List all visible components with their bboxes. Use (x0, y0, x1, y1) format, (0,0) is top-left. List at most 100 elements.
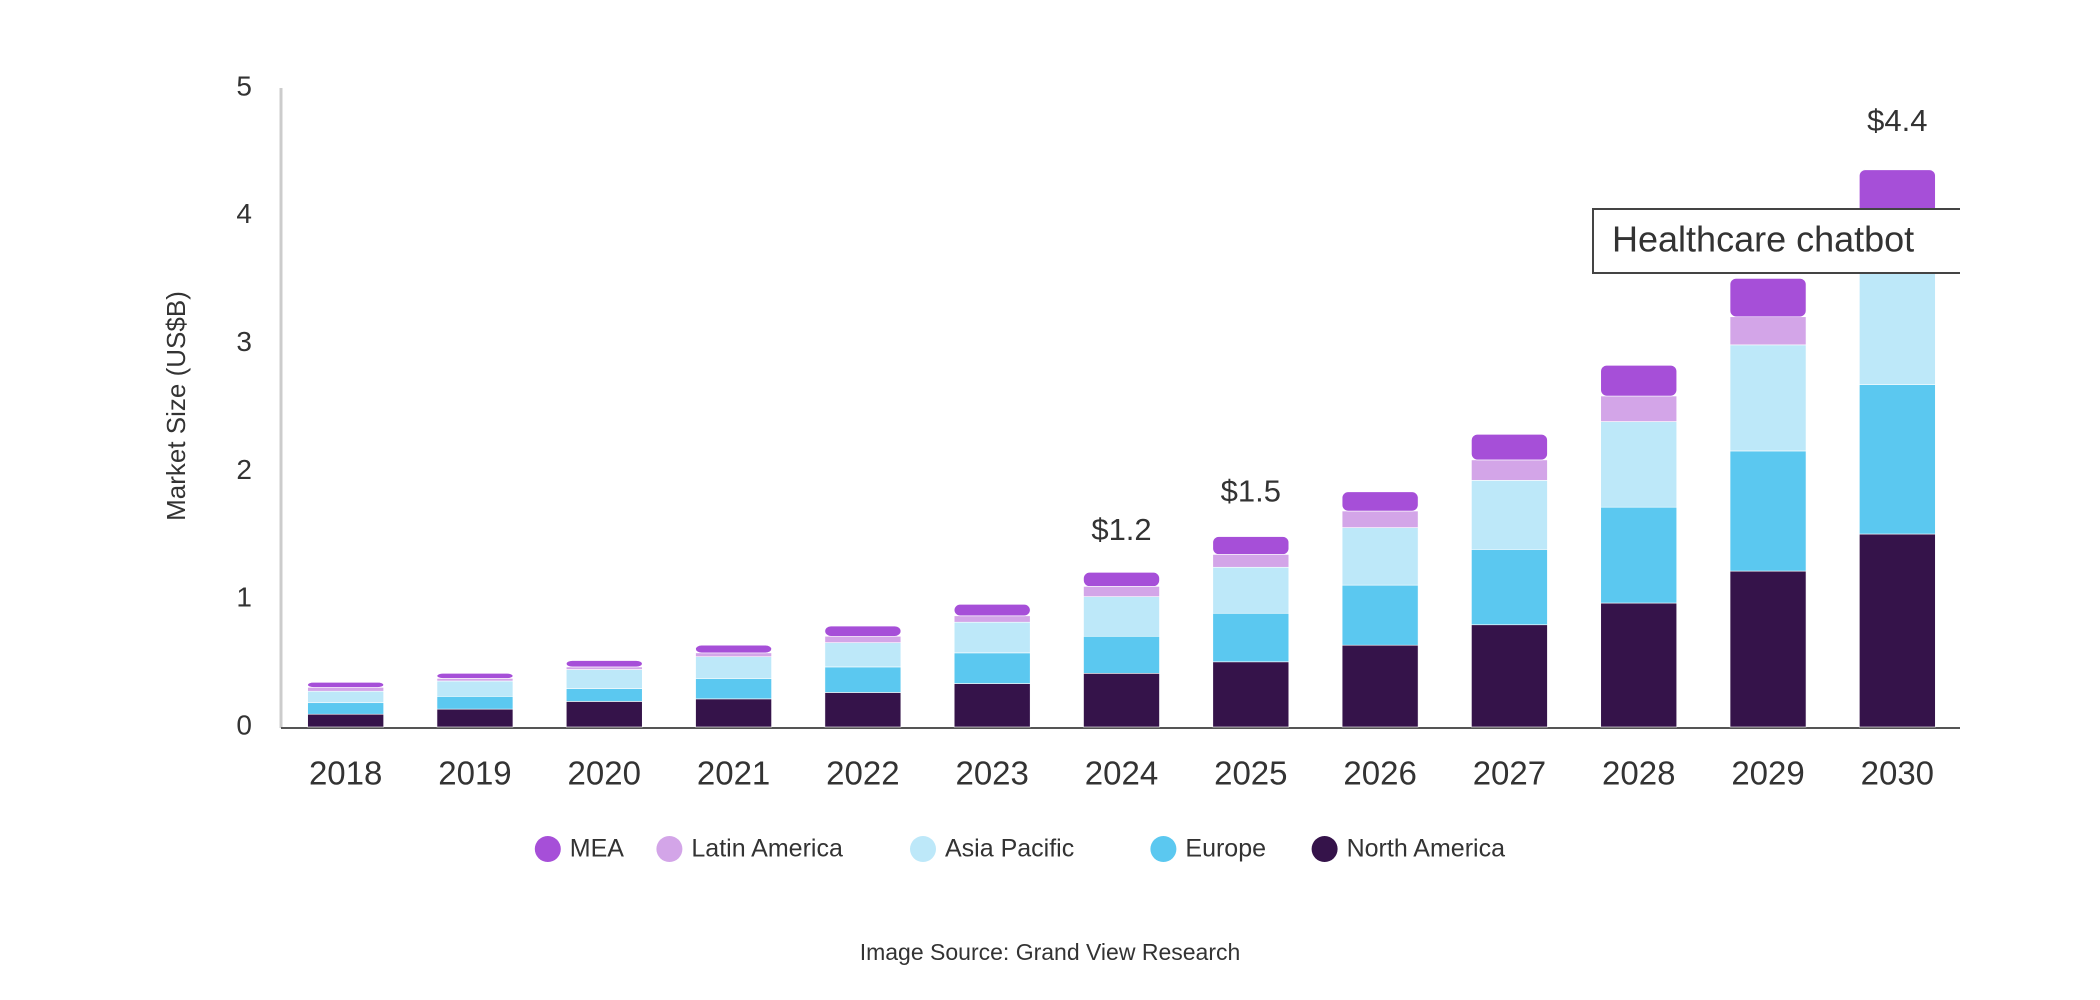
y-axis-label: Market Size (US$B) (161, 291, 191, 521)
bar-segment (824, 625, 902, 637)
legend-marker (910, 836, 936, 862)
bar-segment (1729, 450, 1807, 572)
bar-segment (565, 660, 643, 668)
bar-segment (1600, 365, 1678, 397)
legend-marker (534, 836, 561, 862)
bar-segment (1859, 533, 1936, 728)
x-tick-label: 2022 (826, 755, 899, 792)
total-label: $4.4 (1867, 103, 1927, 138)
x-tick-label: 2024 (1085, 755, 1158, 792)
bar-segment (824, 642, 902, 668)
bar-segment (1729, 344, 1807, 452)
bar-segment (1729, 570, 1807, 728)
bar-segment (1212, 612, 1290, 663)
tooltip-text: Healthcare chatbot (1612, 219, 1914, 260)
bar-segment (953, 615, 1031, 623)
x-tick-label: 2029 (1731, 755, 1804, 792)
bar-segment (1083, 635, 1160, 674)
y-tick-label: 3 (236, 326, 252, 357)
x-tick-label: 2027 (1473, 755, 1546, 792)
y-tick-label: 0 (236, 709, 252, 740)
bar-segment (1600, 395, 1678, 422)
bar-segment (1083, 572, 1160, 587)
bar-segment (1341, 491, 1419, 512)
bar-segment (695, 644, 772, 654)
bar-segment (307, 713, 384, 728)
bar-segment (1471, 549, 1548, 626)
x-tick-label: 2020 (568, 755, 641, 792)
bar-segment (695, 678, 772, 700)
legend-label: Asia Pacific (945, 835, 1074, 863)
bar-segment (824, 666, 902, 693)
bar-segment (565, 688, 643, 702)
bar-segment (436, 696, 514, 710)
bar-segment (1083, 586, 1160, 597)
bar-segment (1729, 316, 1807, 346)
x-tick-label: 2025 (1214, 755, 1287, 792)
bar-segment (1341, 584, 1419, 646)
bar-segment (1729, 278, 1807, 318)
y-tick-label: 1 (236, 582, 252, 613)
bar-segment (824, 635, 902, 643)
bar-segment (953, 683, 1031, 728)
bar-segment (436, 680, 514, 697)
x-tick-label: 2026 (1343, 755, 1416, 792)
y-tick-label: 2 (236, 454, 252, 485)
tooltip-box (1592, 208, 1960, 274)
bar-segment (953, 652, 1031, 684)
bar-segment (565, 669, 643, 689)
bar-segment (307, 702, 384, 715)
bar-segment (565, 666, 643, 670)
bar-segment (1471, 434, 1548, 461)
bar-segment (1341, 644, 1419, 728)
bar-segment (1212, 536, 1290, 555)
bar-segment (1859, 384, 1936, 535)
x-tick-label: 2018 (309, 755, 382, 792)
bar-segment (436, 708, 514, 728)
x-tick-label: 2030 (1861, 755, 1934, 792)
total-label: $1.2 (1091, 512, 1151, 547)
bar-segment (953, 604, 1031, 617)
bar-segment (1212, 554, 1290, 568)
x-tick-label: 2021 (697, 755, 770, 792)
bar-segment (1600, 506, 1678, 604)
bar-segment (307, 687, 384, 692)
x-tick-label: 2019 (438, 755, 511, 792)
bar-segment (1600, 421, 1678, 508)
bar-segment (1083, 596, 1160, 637)
legend-marker (1150, 836, 1177, 862)
bar-segment (436, 678, 514, 682)
bar-segment (1471, 480, 1548, 550)
total-label: $1.5 (1221, 473, 1281, 508)
legend-label: MEA (570, 835, 625, 863)
bar-segment (1341, 510, 1419, 528)
bar-segment (1083, 673, 1160, 728)
bar-segment (307, 681, 384, 688)
bar-segment (1471, 459, 1548, 481)
bar-segment (824, 692, 902, 728)
legend-marker (1311, 836, 1338, 862)
y-tick-label: 5 (236, 70, 252, 101)
legend-label: Latin America (691, 835, 843, 863)
bar-segment (307, 690, 384, 704)
bar-segment (1859, 256, 1936, 385)
x-tick-label: 2028 (1602, 755, 1675, 792)
bar-segment (1212, 661, 1290, 728)
bar-segment (953, 621, 1031, 654)
bar-segment (695, 698, 772, 728)
bar-segment (1212, 566, 1290, 614)
bar-segment (436, 673, 514, 679)
legend-label: North America (1347, 835, 1505, 863)
bar-segment (565, 701, 643, 728)
bar-segment (1471, 624, 1548, 728)
x-tick-label: 2023 (955, 755, 1028, 792)
source-note: Image Source: Grand View Research (860, 939, 1241, 965)
legend-label: Europe (1185, 835, 1266, 863)
y-tick-label: 4 (236, 198, 252, 229)
bar-segment (1341, 527, 1419, 586)
bar-segment (1600, 602, 1678, 728)
bar-segment (695, 656, 772, 679)
legend-marker (656, 836, 683, 862)
